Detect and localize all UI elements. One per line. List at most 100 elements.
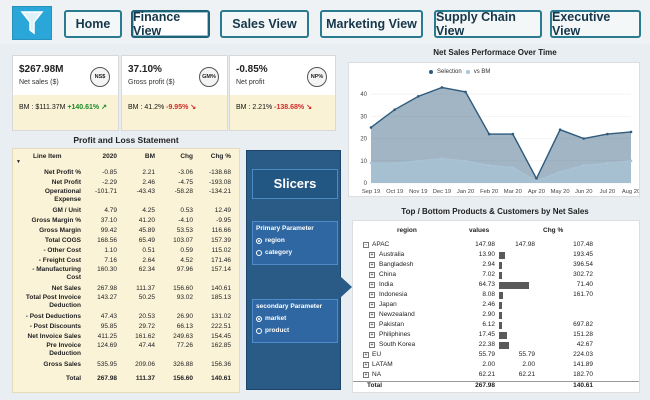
tb-row[interactable]: − APAC 147.98 147.98 107.48 xyxy=(353,241,639,250)
tb-row[interactable]: + Indonesia 8.08 161.70 xyxy=(353,291,639,300)
tb-row[interactable]: + NA 62.21 62.21 182.70 xyxy=(353,371,639,380)
expand-icon[interactable]: + xyxy=(369,282,375,288)
expand-icon[interactable]: + xyxy=(369,332,375,338)
pl-cell: 103.07 xyxy=(173,237,193,244)
tb-row[interactable]: + EU 55.79 55.79 224.03 xyxy=(353,351,639,360)
data-point[interactable] xyxy=(558,170,562,174)
tb-row[interactable]: + Bangladesh 2.94 396.54 xyxy=(353,261,639,270)
pl-cell: 111.37 xyxy=(135,375,155,382)
tb-row[interactable]: + Philiphines 17.45 151.28 xyxy=(353,331,639,340)
expand-icon[interactable]: + xyxy=(369,302,375,308)
pl-header-bm[interactable]: BM xyxy=(144,153,155,160)
x-tick-label: Jan 20 xyxy=(457,189,474,195)
nav-home-button[interactable]: Home xyxy=(64,10,122,38)
nav-supply-chain-view-button[interactable]: Supply Chain View xyxy=(434,10,542,38)
tb-row[interactable]: + Japan 2.46 xyxy=(353,301,639,310)
expand-icon[interactable]: + xyxy=(369,312,375,318)
data-point[interactable] xyxy=(487,163,491,167)
tb-cell: 2.00 xyxy=(522,361,535,368)
pl-header-2020[interactable]: 2020 xyxy=(102,153,117,160)
chart-legend: Selection vs BM xyxy=(429,69,490,75)
pl-header-chg[interactable]: Chg xyxy=(180,153,193,160)
data-point[interactable] xyxy=(487,132,491,136)
data-point[interactable] xyxy=(393,161,396,165)
pl-cell: 93.02 xyxy=(176,294,193,301)
data-point[interactable] xyxy=(629,159,633,163)
data-point[interactable] xyxy=(606,132,609,136)
data-point[interactable] xyxy=(535,177,538,180)
expand-icon[interactable]: + xyxy=(363,352,369,358)
radio-empty-icon xyxy=(256,327,262,334)
data-point[interactable] xyxy=(464,90,467,94)
tb-cell: 151.28 xyxy=(573,331,593,338)
pl-header-line-item[interactable]: Line Item xyxy=(33,153,62,160)
tb-header-values[interactable]: values xyxy=(469,227,490,234)
data-point[interactable] xyxy=(582,137,586,140)
net-sales-chart: Selection vs BM 0 10 20 30 40 Sep 19 Oct 19 Nov… xyxy=(348,62,640,197)
tb-row[interactable]: + Australia 13.90 193.45 xyxy=(353,251,639,260)
pl-cell: 154.45 xyxy=(211,333,231,340)
data-point[interactable] xyxy=(464,159,467,163)
expand-icon[interactable]: + xyxy=(363,362,369,368)
sort-caret-icon[interactable]: ▼ xyxy=(16,159,21,165)
data-point[interactable] xyxy=(416,159,420,163)
data-point[interactable] xyxy=(440,157,444,160)
x-tick-label: Feb 20 xyxy=(480,189,498,195)
radio-product[interactable]: product xyxy=(256,327,334,334)
tb-header-chg-pct[interactable]: Chg % xyxy=(543,227,564,234)
tb-cell: 396.54 xyxy=(573,261,593,268)
tb-row[interactable]: + Newzealand 2.90 xyxy=(353,311,639,320)
legend-bm-label[interactable]: vs BM xyxy=(473,69,491,75)
pl-header-chg-pct[interactable]: Chg % xyxy=(210,153,231,160)
kpi-benchmark: BM : 2.21% -138.68% ↘ xyxy=(230,95,335,130)
tb-row[interactable]: + LATAM 2.00 2.00 141.89 xyxy=(353,361,639,370)
nav-finance-view-button[interactable]: Finance View xyxy=(131,10,210,38)
pl-cell: -101.71 xyxy=(94,188,117,195)
data-point[interactable] xyxy=(511,132,515,136)
pl-cell: 2.46 xyxy=(142,179,155,186)
tb-total-row[interactable]: Total 267.98 140.61 xyxy=(353,381,639,390)
radio-empty-icon xyxy=(256,249,262,256)
tb-row[interactable]: + Pakistan 6.12 697.82 xyxy=(353,321,639,330)
kpi-benchmark-value: BM : 2.21% xyxy=(236,104,275,111)
data-point[interactable] xyxy=(582,163,586,167)
tb-row[interactable]: + South Korea 22.38 42.67 xyxy=(353,341,639,350)
legend-selection-label[interactable]: Selection xyxy=(437,69,462,75)
tb-header-region[interactable]: region xyxy=(397,227,417,234)
data-point[interactable] xyxy=(629,130,633,134)
data-point[interactable] xyxy=(369,161,373,165)
expand-icon[interactable]: + xyxy=(363,372,369,378)
data-point[interactable] xyxy=(440,86,444,89)
pl-cell: 143.27 xyxy=(97,294,117,301)
pl-cell: 116.66 xyxy=(211,227,231,234)
pl-cell: -43.43 xyxy=(136,188,155,195)
data-point[interactable] xyxy=(393,108,396,111)
data-point[interactable] xyxy=(558,128,562,131)
expand-icon[interactable]: + xyxy=(369,262,375,268)
nav-marketing-view-button[interactable]: Marketing View xyxy=(320,10,423,38)
radio-market[interactable]: market xyxy=(256,315,334,322)
radio-region[interactable]: region xyxy=(256,237,334,244)
expand-icon[interactable]: + xyxy=(369,272,375,278)
expand-icon[interactable]: + xyxy=(369,252,375,258)
nav-sales-view-button[interactable]: Sales View xyxy=(220,10,309,38)
tb-row[interactable]: + India 64.73 71.40 xyxy=(353,281,639,290)
slicers-title: Slicers xyxy=(252,169,338,199)
pl-cell: 267.98 xyxy=(97,375,117,382)
collapse-icon[interactable]: − xyxy=(363,242,369,248)
tb-value-bar xyxy=(499,282,529,289)
pl-cell: 222.51 xyxy=(211,323,231,330)
series-line-bm xyxy=(371,158,632,182)
data-point[interactable] xyxy=(535,179,538,183)
nav-executive-view-button[interactable]: Executive View xyxy=(550,10,641,38)
radio-category[interactable]: category xyxy=(256,249,334,256)
data-point[interactable] xyxy=(606,161,609,165)
tb-row[interactable]: + China 7.02 302.72 xyxy=(353,271,639,280)
expand-icon[interactable]: + xyxy=(369,342,375,348)
filter-button[interactable] xyxy=(12,6,52,40)
expand-icon[interactable]: + xyxy=(369,322,375,328)
data-point[interactable] xyxy=(369,126,373,129)
data-point[interactable] xyxy=(511,166,515,169)
data-point[interactable] xyxy=(416,95,420,98)
expand-icon[interactable]: + xyxy=(369,292,375,298)
